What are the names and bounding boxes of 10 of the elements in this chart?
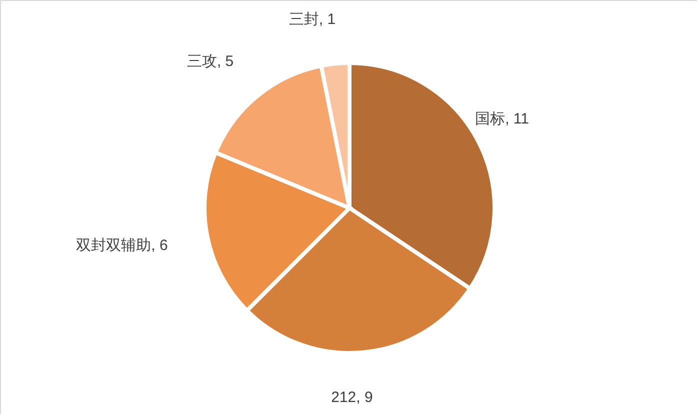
slice-label: 三攻 <box>186 53 217 70</box>
slice-label: 国标 <box>475 110 506 128</box>
slice-label: 三封 <box>288 10 319 28</box>
data-label: , 9 <box>356 389 373 406</box>
slice-label: 双封双辅助 <box>76 237 152 254</box>
data-label: , 1 <box>318 10 336 28</box>
data-label: , 6 <box>151 237 168 254</box>
data-label: , 11 <box>505 110 529 128</box>
slice-label: 212 <box>331 389 356 406</box>
data-label: , 5 <box>216 53 234 70</box>
